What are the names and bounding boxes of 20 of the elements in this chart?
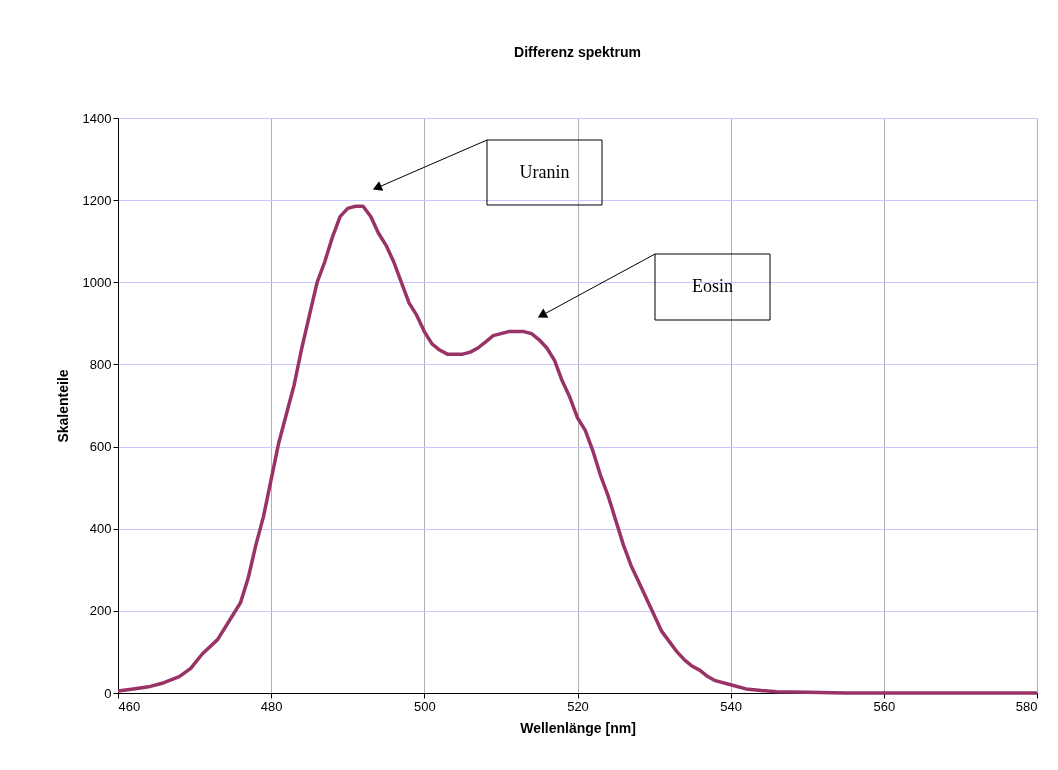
y-tick-label: 800 xyxy=(89,356,112,372)
x-tick-label: 560 xyxy=(873,698,896,714)
y-tick-label: 200 xyxy=(89,603,112,619)
annotation: Uranin xyxy=(519,161,570,182)
y-tick-label: 400 xyxy=(89,521,112,537)
x-tick-label: 460 xyxy=(118,698,141,714)
y-tick-label: 0 xyxy=(104,685,112,701)
x-tick-label: 520 xyxy=(567,698,589,714)
y-axis-title: Skalenteile xyxy=(54,369,71,443)
annotation: Eosin xyxy=(691,276,734,296)
x-tick-label: 580 xyxy=(1015,698,1038,714)
y-tick-label: 1200 xyxy=(82,192,112,208)
y-tick-label: 1000 xyxy=(82,274,112,290)
x-tick-label: 500 xyxy=(413,698,436,714)
x-tick-label: 540 xyxy=(720,698,743,714)
x-tick-label: 480 xyxy=(260,698,283,714)
y-tick-label: 600 xyxy=(89,439,112,455)
chart-title: Differenz spektrum xyxy=(514,44,641,60)
y-tick-label: 1400 xyxy=(82,110,112,126)
x-axis-title: Wellenlänge [nm] xyxy=(520,719,636,736)
